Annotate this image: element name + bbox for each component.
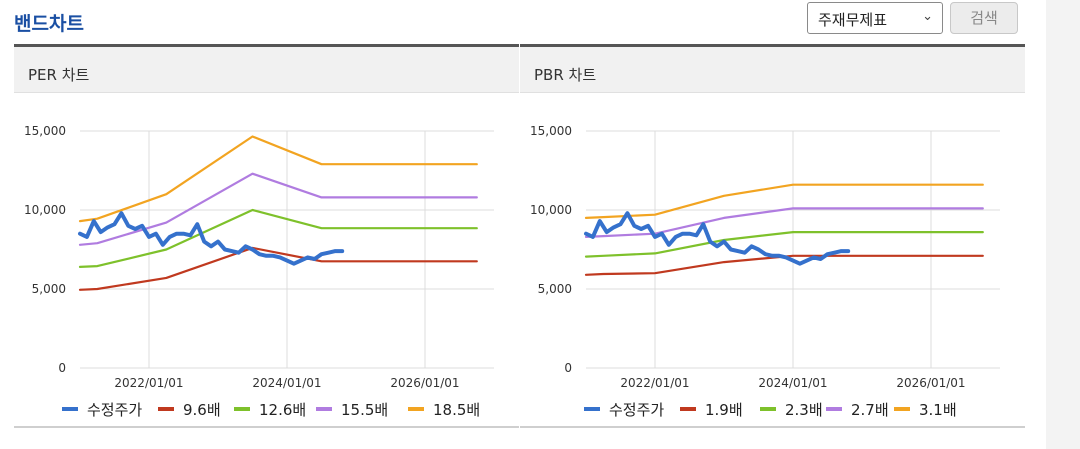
y-tick-label: 10,000 bbox=[24, 203, 66, 217]
y-tick-label: 10,000 bbox=[530, 203, 572, 217]
legend-label[interactable]: 9.6배 bbox=[183, 401, 221, 419]
y-tick-label: 5,000 bbox=[32, 282, 66, 296]
pbr-chart: 0 5,000 10,000 15,000 2022/01/01 2024/01/01 20… bbox=[530, 124, 1000, 419]
series-line-band2 bbox=[78, 208, 478, 268]
y-tick-label: 0 bbox=[58, 361, 66, 375]
series-line-band4 bbox=[78, 135, 478, 223]
legend-label[interactable]: 수정주가 bbox=[87, 401, 142, 419]
statement-type-select[interactable]: 주재무제표 ⌄ bbox=[807, 2, 943, 34]
search-button[interactable]: 검색 bbox=[950, 2, 1018, 34]
per-chart-panel: PER 차트 0 5,000 10,000 15,000 2022/01/01 2024/… bbox=[14, 44, 519, 428]
x-tick-label: 2026/01/01 bbox=[896, 376, 965, 390]
per-chart-title: PER 차트 bbox=[14, 47, 519, 93]
legend-label[interactable]: 1.9배 bbox=[705, 401, 743, 419]
y-tick-label: 5,000 bbox=[538, 282, 572, 296]
series-line-band3 bbox=[584, 207, 984, 238]
x-tick-label: 2024/01/01 bbox=[252, 376, 321, 390]
series-line-band3 bbox=[78, 172, 478, 246]
x-tick-label: 2022/01/01 bbox=[620, 376, 689, 390]
legend-label[interactable]: 2.3배 bbox=[785, 401, 823, 419]
pbr-chart-title: PBR 차트 bbox=[520, 47, 1025, 93]
series-line-band4 bbox=[584, 183, 984, 220]
per-chart: 0 5,000 10,000 15,000 2022/01/01 2024/01/01 20… bbox=[24, 124, 494, 419]
x-tick-label: 2022/01/01 bbox=[114, 376, 183, 390]
legend-label[interactable]: 2.7배 bbox=[851, 401, 889, 419]
select-value: 주재무제표 bbox=[818, 11, 888, 29]
legend-label[interactable]: 15.5배 bbox=[341, 401, 388, 419]
series-line-band2 bbox=[584, 231, 984, 258]
y-tick-label: 15,000 bbox=[24, 124, 66, 138]
y-tick-label: 0 bbox=[564, 361, 572, 375]
right-margin-strip bbox=[1046, 0, 1080, 449]
series-line-price bbox=[78, 211, 345, 266]
x-tick-label: 2024/01/01 bbox=[758, 376, 827, 390]
series-line-price bbox=[584, 211, 851, 266]
page-title: 밴드차트 bbox=[14, 13, 84, 35]
legend-label[interactable]: 수정주가 bbox=[609, 401, 664, 419]
series-line-band1 bbox=[78, 246, 478, 291]
legend-label[interactable]: 18.5배 bbox=[433, 401, 480, 419]
legend-label[interactable]: 3.1배 bbox=[919, 401, 957, 419]
y-tick-label: 15,000 bbox=[530, 124, 572, 138]
chevron-down-icon: ⌄ bbox=[922, 9, 933, 24]
x-tick-label: 2026/01/01 bbox=[390, 376, 459, 390]
legend-label[interactable]: 12.6배 bbox=[259, 401, 306, 419]
pbr-chart-panel: PBR 차트 0 5,000 10,000 15,000 2022/01/01 2024/… bbox=[520, 44, 1025, 428]
